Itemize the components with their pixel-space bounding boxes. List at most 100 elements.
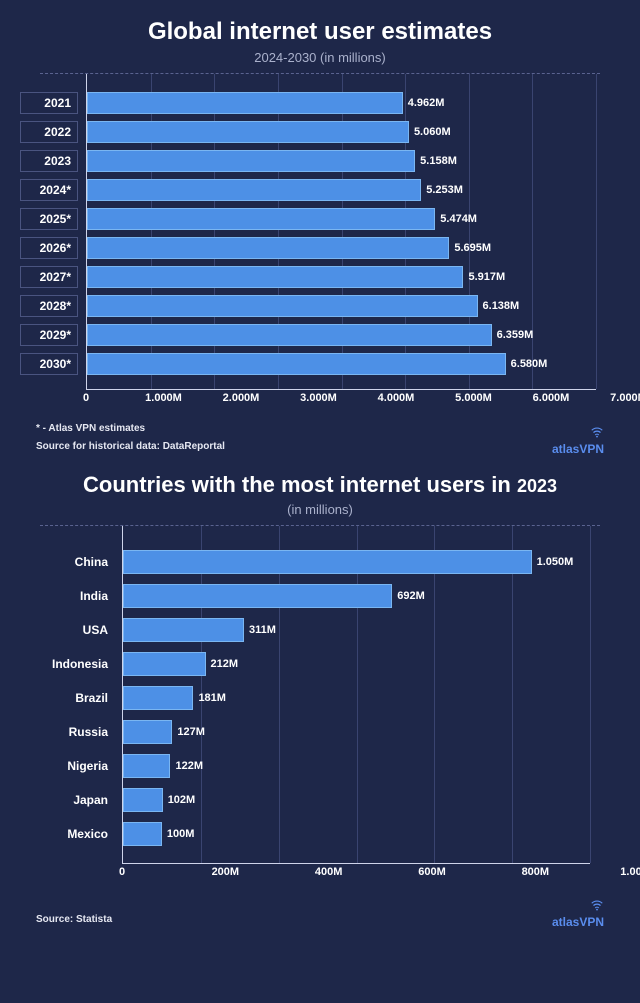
- y-label: Brazil: [20, 686, 114, 710]
- bar: 181M: [123, 686, 193, 710]
- chart2-plot: 1.050M 692M 311M 212M 181M 127M 122M 102M 100M: [122, 526, 590, 864]
- x-tick-label: 6.000M: [533, 392, 570, 404]
- chart2-x-axis: 0200M400M600M800M1.000M1.200M: [122, 864, 640, 880]
- footnote-source: Source for historical data: DataReportal: [36, 438, 225, 456]
- y-label: Japan: [20, 788, 114, 812]
- x-tick-label: 0: [83, 392, 89, 404]
- chart1-subtitle: 2024-2030 (in millions): [0, 50, 640, 65]
- bar: 692M: [123, 584, 392, 608]
- y-label: 2028*: [20, 295, 78, 317]
- grid-line: [434, 526, 435, 863]
- brand-badge: atlasVPN: [552, 425, 604, 456]
- chart1-title: Global internet user estimates: [0, 18, 640, 46]
- chart1-x-axis: 0 1.000M 2.000M 3.000M 4.000M 5.000M 6.000M 7.0…: [86, 390, 640, 406]
- bar-value-label: 1.050M: [537, 556, 574, 568]
- footnote-estimates: * - Atlas VPN estimates: [36, 420, 225, 438]
- bar-value-label: 6.138M: [483, 300, 520, 312]
- y-label: 2024*: [20, 179, 78, 201]
- y-label: USA: [20, 618, 114, 642]
- bar-value-label: 5.917M: [468, 271, 505, 283]
- x-tick-label: 1.000M: [145, 392, 182, 404]
- bar: 122M: [123, 754, 170, 778]
- y-label: 2027*: [20, 266, 78, 288]
- y-label: India: [20, 584, 114, 608]
- bar-value-label: 6.359M: [497, 329, 534, 341]
- bar-value-label: 5.060M: [414, 126, 451, 138]
- y-label: 2023: [20, 150, 78, 172]
- y-label: China: [20, 550, 114, 574]
- x-tick-label: 4.000M: [378, 392, 415, 404]
- bar: 311M: [123, 618, 244, 642]
- brand-text: atlasVPN: [552, 442, 604, 456]
- bar-value-label: 127M: [177, 726, 205, 738]
- bar: 5.695M: [87, 237, 449, 259]
- bar: 5.158M: [87, 150, 415, 172]
- grid-line: [590, 526, 591, 863]
- y-label: Indonesia: [20, 652, 114, 676]
- chart1-plot: 4.962M 5.060M 5.158M 5.253M 5.474M 5.695M 5.91…: [86, 74, 596, 390]
- bar-value-label: 6.580M: [511, 358, 548, 370]
- wifi-icon: [590, 898, 604, 912]
- chart2-title-a: Countries with the most internet users i…: [83, 472, 517, 497]
- bar-value-label: 5.253M: [426, 184, 463, 196]
- y-label: 2025*: [20, 208, 78, 230]
- chart2-area: 1.050M 692M 311M 212M 181M 127M 122M 102M 100M C…: [10, 526, 630, 864]
- x-tick-label: 400M: [315, 866, 343, 878]
- bar-value-label: 4.962M: [408, 97, 445, 109]
- bar-value-label: 311M: [249, 624, 276, 636]
- y-label: 2021: [20, 92, 78, 114]
- chart2-title-year: 2023: [517, 476, 557, 496]
- y-label: 2026*: [20, 237, 78, 259]
- x-tick-label: 1.000M: [620, 866, 640, 878]
- chart1-footer: * - Atlas VPN estimates Source for histo…: [0, 406, 640, 466]
- bar: 6.580M: [87, 353, 506, 375]
- chart-panel-countries: Countries with the most internet users i…: [0, 466, 640, 931]
- brand-badge: atlasVPN: [552, 898, 604, 929]
- bar-value-label: 102M: [168, 794, 196, 806]
- chart2-footnote: Source: Statista: [36, 911, 112, 929]
- chart2-title: Countries with the most internet users i…: [0, 472, 640, 498]
- chart1-area: 4.962M 5.060M 5.158M 5.253M 5.474M 5.695M 5.91…: [10, 74, 630, 390]
- y-label: 2022: [20, 121, 78, 143]
- x-tick-label: 800M: [522, 866, 550, 878]
- x-tick-label: 200M: [212, 866, 240, 878]
- grid-line: [357, 526, 358, 863]
- bar-value-label: 212M: [211, 658, 239, 670]
- chart2-subtitle: (in millions): [0, 502, 640, 517]
- y-label: 2029*: [20, 324, 78, 346]
- bar: 5.474M: [87, 208, 435, 230]
- bar: 212M: [123, 652, 206, 676]
- bar-value-label: 5.695M: [454, 242, 491, 254]
- y-label: Russia: [20, 720, 114, 744]
- bar: 6.359M: [87, 324, 492, 346]
- grid-line: [279, 526, 280, 863]
- chart2-footer: Source: Statista atlasVPN: [0, 880, 640, 931]
- chart-panel-global: Global internet user estimates 2024-2030…: [0, 0, 640, 466]
- x-tick-label: 7.000M: [610, 392, 640, 404]
- grid-line: [512, 526, 513, 863]
- bar: 5.060M: [87, 121, 409, 143]
- x-tick-label: 600M: [418, 866, 446, 878]
- y-label: 2030*: [20, 353, 78, 375]
- x-tick-label: 2.000M: [223, 392, 260, 404]
- bar-value-label: 100M: [167, 828, 195, 840]
- chart1-footnotes: * - Atlas VPN estimates Source for histo…: [36, 420, 225, 456]
- bar-value-label: 5.474M: [440, 213, 477, 225]
- brand-text: atlasVPN: [552, 915, 604, 929]
- wifi-icon: [590, 425, 604, 439]
- x-tick-label: 3.000M: [300, 392, 337, 404]
- y-label: Mexico: [20, 822, 114, 846]
- x-tick-label: 5.000M: [455, 392, 492, 404]
- bar: 1.050M: [123, 550, 532, 574]
- bar-value-label: 181M: [198, 692, 226, 704]
- bar-value-label: 122M: [175, 760, 203, 772]
- bar: 6.138M: [87, 295, 478, 317]
- bar-value-label: 5.158M: [420, 155, 457, 167]
- bar-value-label: 692M: [397, 590, 425, 602]
- bar: 4.962M: [87, 92, 403, 114]
- x-tick-label: 0: [119, 866, 125, 878]
- bar: 102M: [123, 788, 163, 812]
- bar: 5.253M: [87, 179, 421, 201]
- grid-line: [532, 74, 533, 389]
- bar: 100M: [123, 822, 162, 846]
